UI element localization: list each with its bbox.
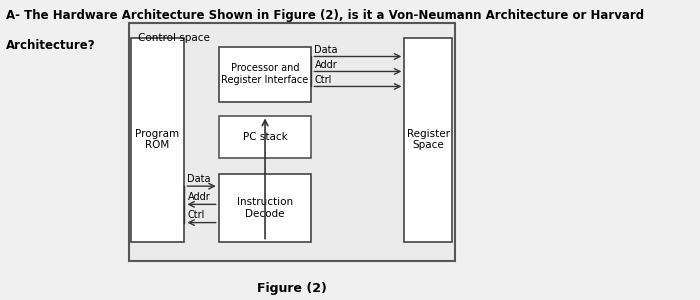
Text: Ctrl: Ctrl	[314, 76, 332, 85]
Bar	[129, 22, 455, 261]
Text: Instruction
Decode: Instruction Decode	[237, 197, 293, 218]
Text: Ctrl: Ctrl	[188, 210, 205, 220]
Text: Addr: Addr	[314, 61, 337, 70]
Text: Architecture?: Architecture?	[6, 39, 96, 52]
Text: Program
ROM: Program ROM	[136, 129, 180, 150]
Text: Data: Data	[188, 174, 211, 184]
Text: A- The Hardware Architecture Shown in Figure (2), is it a Von-Neumann Architectu: A- The Hardware Architecture Shown in Fi…	[6, 9, 644, 22]
Bar	[405, 38, 452, 242]
Text: Control space: Control space	[138, 33, 209, 43]
Text: Register
Space: Register Space	[407, 129, 449, 150]
Text: Figure (2): Figure (2)	[257, 282, 327, 295]
Bar	[218, 46, 312, 102]
Bar	[218, 174, 312, 242]
Bar	[218, 116, 312, 158]
Text: Addr: Addr	[188, 192, 210, 202]
Bar	[131, 38, 185, 242]
Text: Processor and
Register Interface: Processor and Register Interface	[221, 63, 309, 85]
Text: PC stack: PC stack	[243, 131, 288, 142]
Text: Data: Data	[314, 46, 338, 56]
